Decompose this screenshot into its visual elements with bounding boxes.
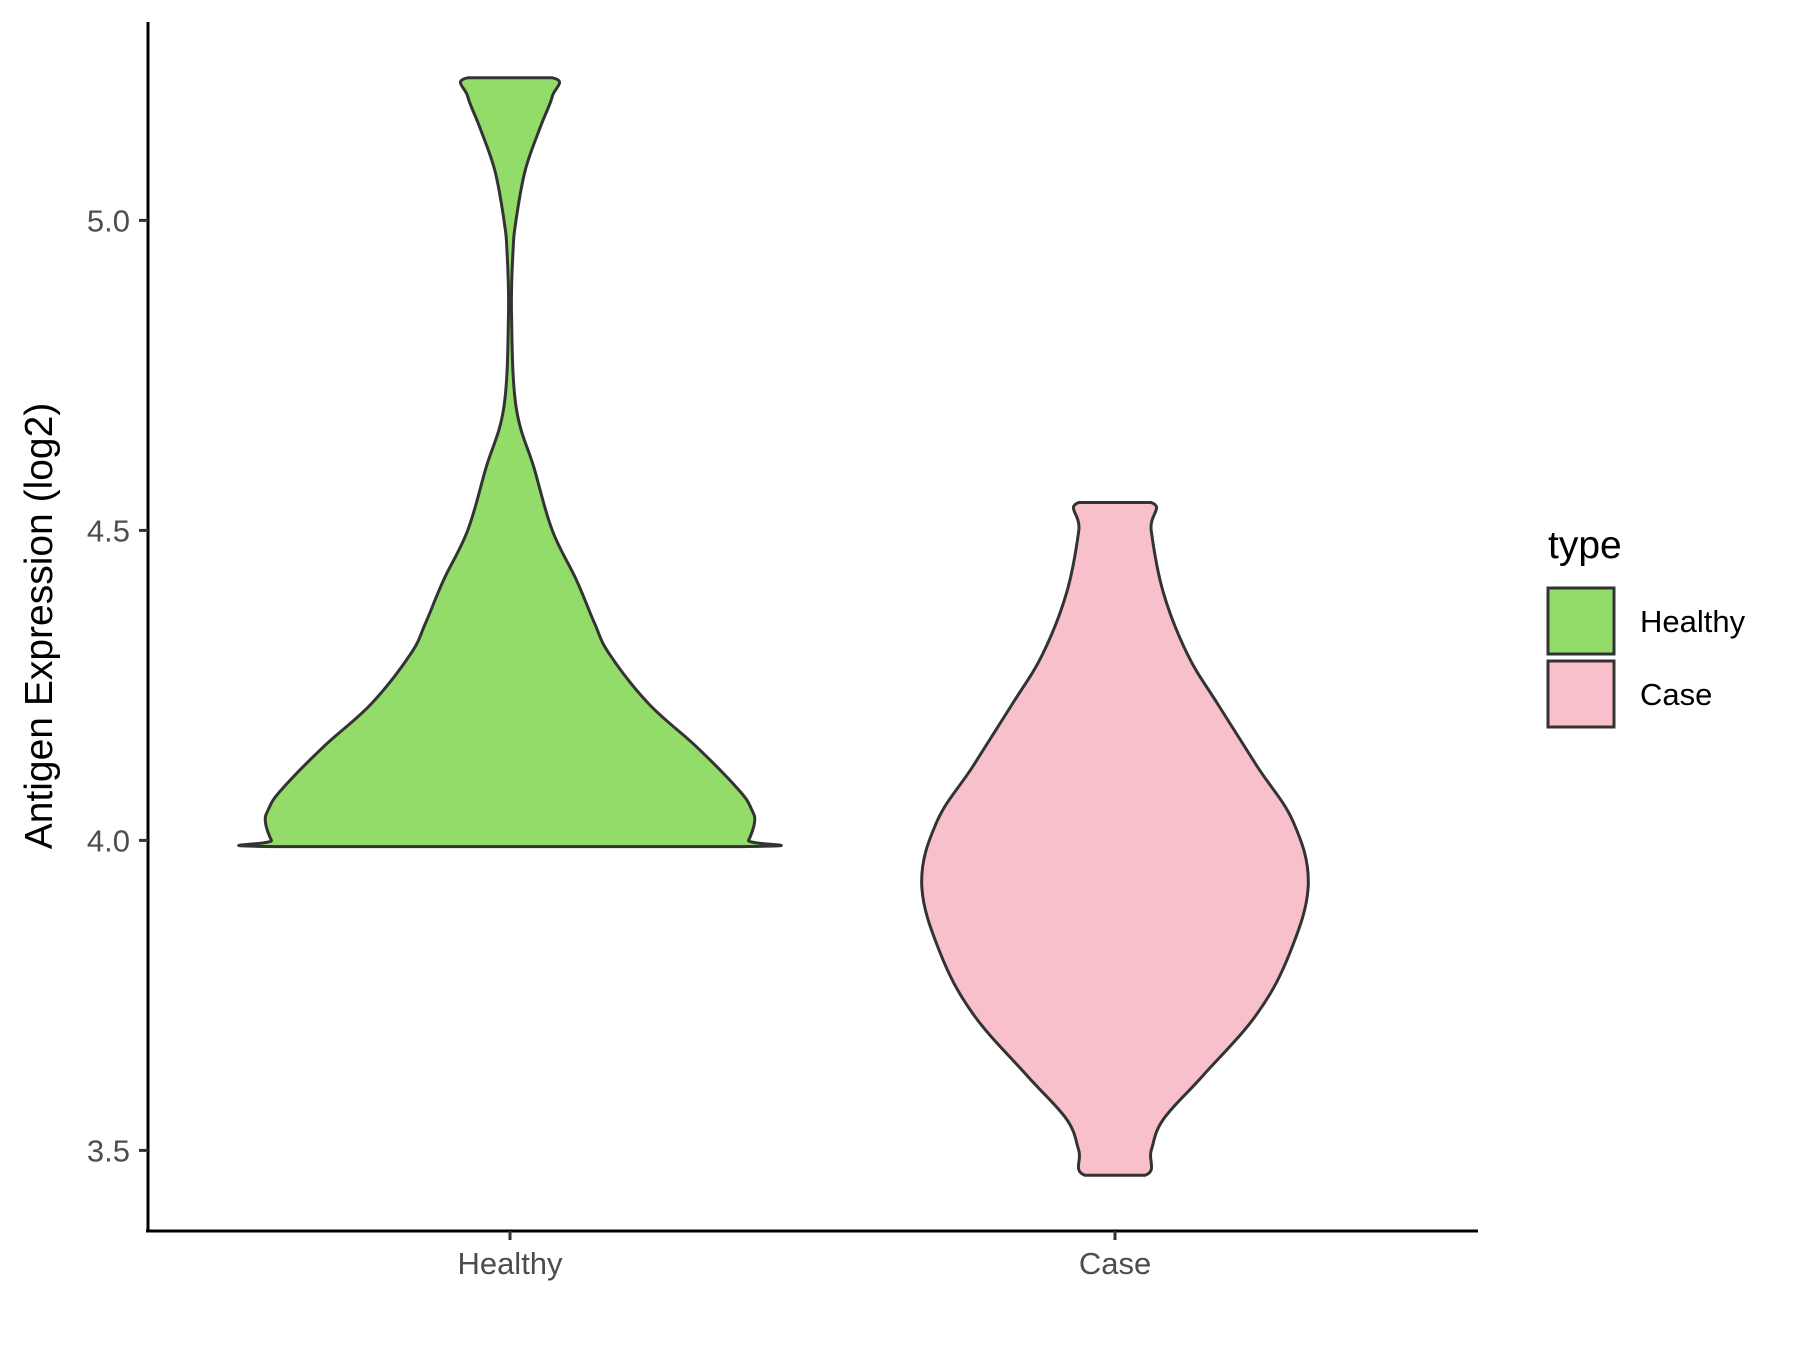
y-tick-label: 4.0 — [87, 823, 130, 858]
y-ticks: 3.5 4.0 4.5 5.0 — [87, 203, 148, 1168]
violins-layer — [237, 76, 1310, 1177]
violin-healthy — [237, 76, 783, 849]
x-tick-label: Case — [1079, 1246, 1151, 1281]
y-tick-label: 5.0 — [87, 203, 130, 238]
violin-case — [920, 501, 1310, 1177]
y-tick-label: 3.5 — [87, 1133, 130, 1168]
legend-title: type — [1548, 524, 1622, 567]
y-tick-label: 4.5 — [87, 513, 130, 548]
legend-key-healthy — [1546, 586, 1616, 656]
legend: type Healthy Case — [1546, 524, 1746, 729]
x-tick-label: Healthy — [457, 1246, 563, 1281]
legend-key-case — [1546, 659, 1616, 729]
x-ticks: Healthy Case — [457, 1231, 1151, 1281]
y-axis-title: Antigen Expression (log2) — [18, 403, 61, 850]
legend-label-case: Case — [1640, 677, 1712, 712]
legend-label-healthy: Healthy — [1640, 604, 1746, 639]
